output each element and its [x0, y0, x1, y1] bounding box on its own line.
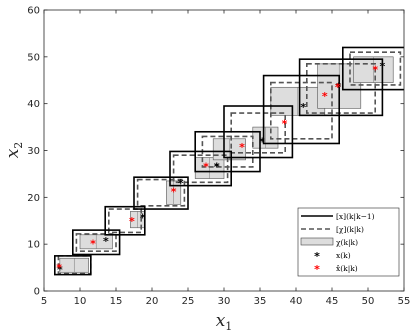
x-axis-label: x1 — [216, 311, 233, 333]
constrained-box-8 — [305, 63, 376, 114]
legend-label-fill: χ(k|k) — [336, 238, 358, 247]
true-state-point-5: * — [214, 160, 220, 173]
y-tick-label-0: 0 — [34, 287, 40, 298]
true-state-point-3: * — [178, 177, 184, 190]
estimate-point-1: * — [90, 238, 96, 251]
x-tick-label-40: 40 — [290, 296, 303, 307]
legend: [x](k|k−1) [χ](k|k) χ(k|k) * x(k) * x̂(k… — [297, 207, 400, 277]
true-state-point-1: * — [103, 235, 109, 248]
constrained-box-2 — [108, 208, 143, 234]
estimate-point-5: * — [239, 141, 245, 154]
y-tick-label-30: 30 — [27, 146, 40, 157]
ticks-layer: 5 10 15 20 25 30 35 40 45 50 55 0 10 20 30 40 50 60 — [27, 6, 410, 308]
predicted-box-6 — [223, 105, 294, 159]
true-state-point-8: * — [336, 80, 342, 93]
x-tick-label-55: 55 — [398, 296, 411, 307]
true-state-point-6: * — [259, 136, 265, 149]
y-tick-label-50: 50 — [27, 52, 40, 63]
x-tick-label-35: 35 — [254, 296, 267, 307]
series-layer: ********** ** ******** — [53, 46, 404, 276]
true-state-point-0: * — [57, 263, 63, 276]
constrained-box-1 — [75, 233, 117, 252]
legend-swatch-true: * — [314, 250, 320, 263]
x-tick-label-10: 10 — [74, 296, 87, 307]
x-tick-label-5: 5 — [41, 296, 47, 307]
true-state-point-4: * — [214, 160, 220, 173]
predicted-box-5 — [194, 130, 261, 173]
x-tick-label-15: 15 — [110, 296, 123, 307]
x-tick-label-50: 50 — [362, 296, 375, 307]
estimate-point-4: * — [203, 160, 209, 173]
y-tick-label-40: 40 — [27, 99, 40, 110]
predicted-box-1 — [72, 229, 121, 256]
legend-swatch-fill — [300, 237, 334, 246]
legend-label-dashed: [χ](k|k) — [336, 225, 364, 234]
estimate-point-2: * — [129, 215, 135, 228]
legend-label-predicted: [x](k|k−1) — [336, 212, 375, 221]
true-state-point-2: * — [140, 211, 146, 224]
predicted-box-4 — [169, 150, 233, 187]
legend-label-estimate: x̂(k|k) — [336, 264, 358, 273]
y-axis-label: x2 — [3, 142, 25, 159]
predicted-box-7 — [262, 74, 341, 145]
predicted-box-0 — [53, 255, 92, 276]
legend-swatch-estimate: * — [314, 263, 320, 276]
true-state-point-9: * — [380, 60, 386, 73]
constrained-box-7 — [269, 81, 333, 140]
legend-label-true: x(k) — [336, 251, 351, 260]
estimate-point-0: * — [56, 262, 62, 275]
x-tick-label-30: 30 — [218, 296, 231, 307]
estimate-point-6: * — [282, 117, 288, 130]
x-tick-label-20: 20 — [146, 296, 159, 307]
estimate-point-3: * — [171, 186, 177, 199]
constrained-box-3 — [136, 178, 186, 207]
predicted-box-8 — [298, 58, 384, 117]
estimate-point-7: * — [322, 90, 328, 103]
predicted-box-9 — [341, 46, 404, 91]
constrained-box-6 — [230, 112, 286, 154]
true-state-point-7: * — [300, 101, 306, 114]
predicted-box-3 — [133, 176, 189, 210]
estimate-point-8: * — [335, 81, 341, 94]
y-tick-label-60: 60 — [27, 6, 40, 17]
estimate-point-9: * — [372, 63, 378, 76]
x-tick-label-25: 25 — [182, 296, 195, 307]
y-tick-label-20: 20 — [27, 193, 40, 204]
x-tick-label-45: 45 — [326, 296, 339, 307]
y-tick-label-10: 10 — [27, 240, 40, 251]
constrained-box-9 — [349, 51, 402, 86]
predicted-box-2 — [104, 205, 146, 236]
constrained-box-4 — [172, 154, 229, 184]
